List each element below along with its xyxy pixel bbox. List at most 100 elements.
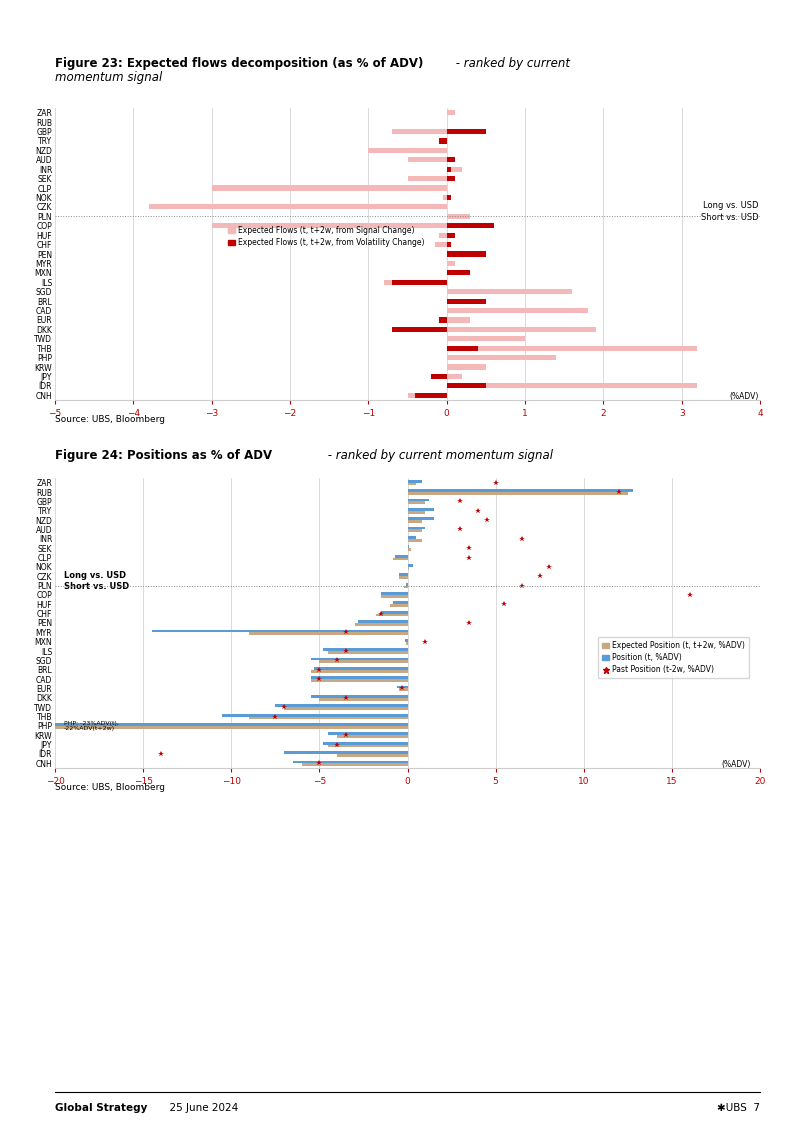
Bar	[152, 629, 407, 633]
Bar	[407, 508, 434, 510]
Bar	[435, 242, 447, 247]
Bar	[212, 223, 447, 228]
Bar	[406, 642, 407, 644]
Bar	[407, 158, 447, 162]
Bar	[392, 280, 447, 285]
Bar	[394, 601, 407, 604]
Bar	[406, 583, 407, 585]
Bar	[20, 723, 407, 726]
Bar	[310, 695, 407, 697]
Text: - ranked by current: - ranked by current	[452, 57, 570, 70]
Bar	[407, 510, 425, 514]
Bar	[390, 604, 407, 607]
Bar	[447, 129, 486, 134]
Text: - ranked by current momentum signal: - ranked by current momentum signal	[324, 449, 553, 462]
Bar	[407, 480, 422, 483]
Bar	[395, 555, 407, 558]
Bar	[384, 280, 447, 285]
Text: Source: UBS, Bloomberg: Source: UBS, Bloomberg	[55, 782, 165, 792]
Bar	[447, 110, 455, 116]
Bar	[439, 318, 447, 322]
Legend: Expected Position (t, t+2w, %ADV), Position (t, %ADV), Past Position (t-2w, %ADV: Expected Position (t, t+2w, %ADV), Posit…	[598, 637, 749, 678]
Bar	[447, 383, 486, 389]
Bar	[431, 374, 447, 379]
Bar	[447, 336, 525, 341]
Bar	[392, 129, 447, 134]
Bar	[447, 195, 451, 200]
Bar	[310, 676, 407, 679]
Bar	[447, 252, 486, 256]
Bar	[381, 595, 407, 598]
Bar	[407, 545, 409, 548]
Bar	[323, 649, 407, 651]
Bar	[323, 742, 407, 745]
Bar	[149, 204, 447, 210]
Bar	[407, 539, 422, 542]
Bar	[328, 651, 407, 654]
Bar	[447, 242, 451, 247]
Bar	[212, 186, 447, 191]
Bar	[319, 697, 407, 701]
Bar	[381, 592, 407, 595]
Bar	[310, 658, 407, 660]
Bar	[447, 158, 455, 162]
Bar	[310, 679, 407, 682]
Bar	[38, 726, 407, 729]
Bar	[447, 308, 588, 313]
Bar	[319, 660, 407, 663]
Bar	[407, 567, 409, 569]
Text: Figure 23: Expected flows decomposition (as % of ADV): Figure 23: Expected flows decomposition …	[55, 57, 423, 70]
Bar	[447, 289, 572, 294]
Bar	[381, 611, 407, 613]
Bar	[447, 346, 478, 350]
Text: PHP: -23%ADV(t),
-22%ADV(t+2w): PHP: -23%ADV(t), -22%ADV(t+2w)	[64, 720, 119, 731]
Text: 25 June 2024: 25 June 2024	[164, 1103, 238, 1112]
Bar	[302, 763, 407, 767]
Bar	[404, 585, 407, 589]
Bar	[407, 530, 422, 532]
Bar	[447, 176, 455, 181]
Bar	[392, 327, 447, 332]
Bar	[447, 167, 462, 172]
Bar	[293, 761, 407, 763]
Text: Short vs. USD: Short vs. USD	[701, 213, 759, 222]
Bar	[407, 392, 447, 398]
Bar	[443, 195, 447, 200]
Bar	[447, 355, 557, 361]
Bar	[394, 558, 407, 560]
Bar	[407, 489, 633, 492]
Bar	[354, 623, 407, 626]
Bar	[397, 686, 407, 688]
Bar	[447, 364, 486, 370]
Bar	[328, 733, 407, 735]
Legend: Expected Flows (t, t+2w, from Signal Change), Expected Flows (t, t+2w, from Vola: Expected Flows (t, t+2w, from Signal Cha…	[225, 222, 427, 249]
Bar	[284, 708, 407, 710]
Bar	[439, 138, 447, 144]
Bar	[337, 735, 407, 738]
Bar	[447, 223, 494, 228]
Bar	[399, 576, 407, 579]
Bar	[447, 383, 697, 389]
Bar	[328, 745, 407, 747]
Bar	[407, 526, 425, 530]
Bar	[222, 713, 407, 717]
Bar	[407, 521, 422, 523]
Text: Source: UBS, Bloomberg: Source: UBS, Bloomberg	[55, 415, 165, 424]
Bar	[249, 717, 407, 719]
Bar	[407, 501, 425, 505]
Bar	[314, 667, 407, 670]
Bar	[399, 574, 407, 576]
Bar	[407, 536, 416, 539]
Bar	[275, 704, 407, 708]
Bar	[407, 492, 628, 494]
Bar	[407, 499, 428, 501]
Bar	[447, 213, 470, 219]
Bar	[376, 613, 407, 617]
Text: (%ADV): (%ADV)	[729, 392, 759, 401]
Bar	[407, 564, 413, 567]
Bar	[407, 548, 411, 551]
Bar	[447, 167, 451, 172]
Bar	[407, 176, 447, 181]
Bar	[447, 232, 455, 238]
Bar	[447, 298, 486, 304]
